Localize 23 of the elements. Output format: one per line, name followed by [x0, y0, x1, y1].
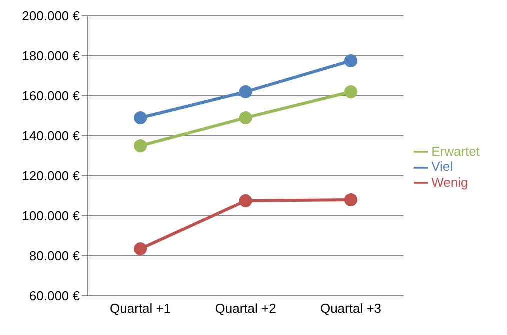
point — [344, 86, 358, 98]
y-tick-label: 200.000 € — [22, 8, 81, 24]
y-tick-label: 100.000 € — [22, 208, 81, 224]
y-tick-label: 120.000 € — [22, 168, 81, 184]
point — [134, 112, 148, 124]
point — [239, 112, 252, 124]
y-tick-label: 180.000 € — [22, 48, 81, 64]
x-tick-label: Quartal +1 — [110, 301, 172, 316]
point — [134, 140, 148, 152]
y-tick-label: 160.000 € — [22, 88, 81, 104]
x-tick-label: Quartal +3 — [320, 301, 382, 316]
point — [239, 86, 252, 98]
y-tick-label: 80.000 € — [29, 248, 81, 264]
point — [344, 194, 358, 206]
y-tick-label: 140.000 € — [22, 128, 81, 144]
legend-label: Viel — [432, 159, 454, 174]
point — [239, 194, 252, 208]
legend-label: Wenig — [432, 174, 468, 190]
y-tick-label: 60.000 € — [29, 288, 81, 304]
legend-label: Erwartet — [432, 144, 480, 159]
x-tick-label: Quartal +2 — [215, 301, 276, 316]
point — [344, 54, 358, 68]
point — [134, 242, 148, 256]
